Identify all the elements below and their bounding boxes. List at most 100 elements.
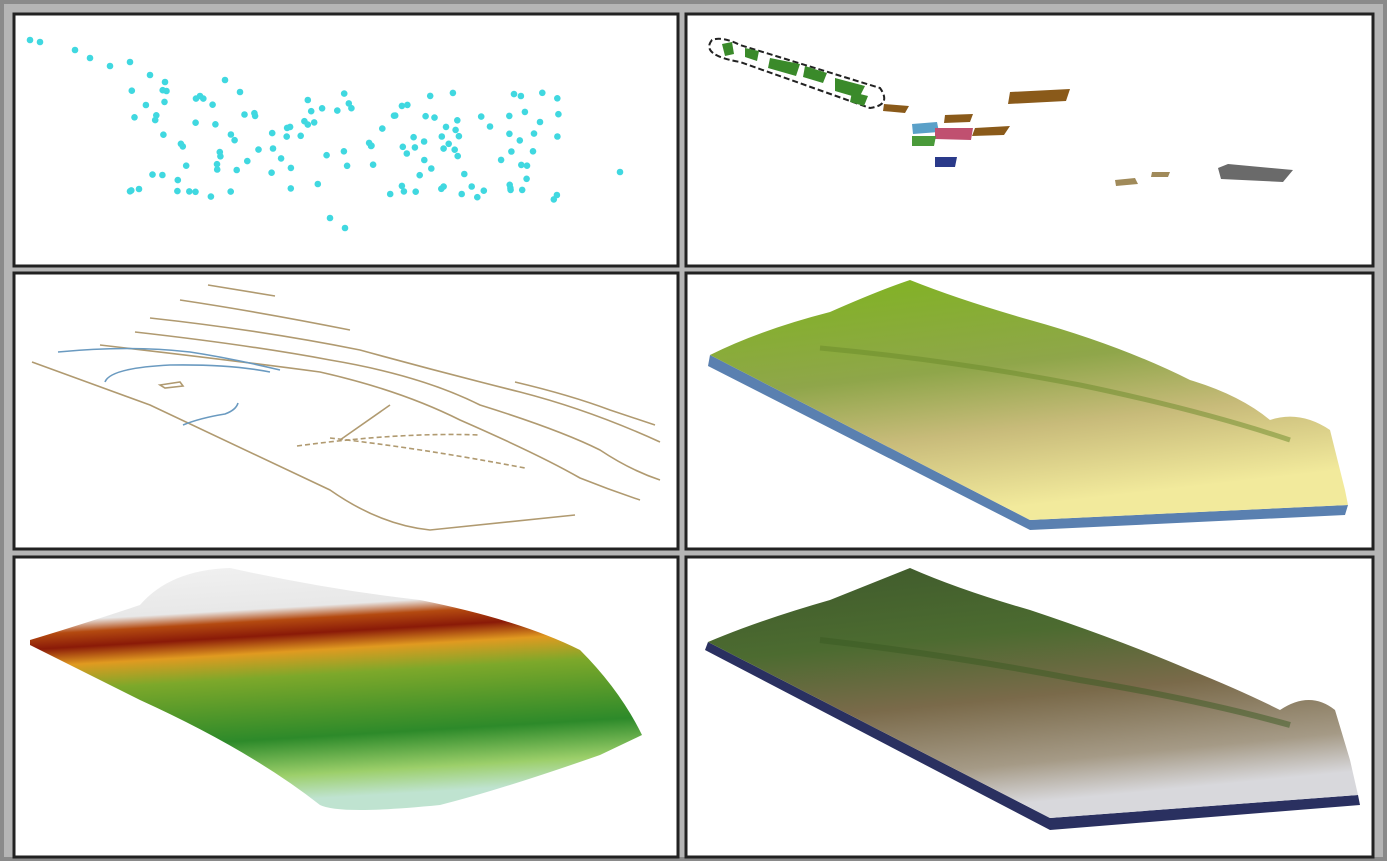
point — [458, 190, 466, 198]
point — [521, 108, 529, 116]
point — [131, 114, 138, 121]
point — [269, 145, 277, 152]
point — [412, 188, 420, 195]
point — [398, 182, 406, 190]
point — [554, 95, 561, 102]
point — [345, 100, 353, 107]
point — [555, 110, 562, 118]
point — [323, 151, 330, 159]
point — [536, 118, 544, 126]
point — [128, 187, 135, 194]
polygon — [722, 42, 868, 106]
point — [518, 186, 526, 194]
point — [506, 181, 513, 189]
point — [227, 188, 234, 195]
streams — [57, 347, 281, 426]
point — [480, 187, 488, 194]
point — [36, 38, 44, 46]
point — [304, 96, 312, 104]
point — [283, 124, 291, 132]
point — [391, 112, 399, 119]
point — [207, 193, 215, 200]
point — [310, 119, 318, 126]
point — [539, 89, 546, 97]
point — [135, 185, 143, 193]
point — [343, 162, 351, 170]
point — [341, 224, 349, 232]
point — [506, 130, 513, 138]
point — [268, 129, 276, 137]
point — [474, 193, 481, 201]
point — [200, 95, 207, 102]
point — [554, 133, 561, 140]
point — [277, 155, 285, 162]
point — [233, 166, 240, 174]
point — [221, 76, 229, 84]
point — [307, 107, 315, 115]
point — [422, 112, 429, 120]
point — [431, 114, 438, 121]
survey-points — [26, 36, 624, 232]
point — [251, 112, 259, 120]
point — [523, 175, 530, 183]
panel — [684, 12, 1375, 268]
point — [420, 138, 428, 145]
point — [192, 188, 199, 196]
terrain-dem — [30, 568, 642, 810]
point — [404, 101, 411, 109]
point — [440, 145, 447, 152]
point — [486, 123, 494, 130]
point — [86, 54, 94, 62]
point — [449, 89, 457, 97]
point — [192, 95, 200, 102]
point — [340, 148, 348, 155]
polygon — [935, 128, 973, 140]
point — [410, 133, 417, 141]
point — [506, 112, 513, 120]
point — [403, 150, 411, 157]
polygons — [708, 37, 1293, 186]
point — [297, 132, 305, 140]
point — [314, 180, 322, 188]
point — [213, 160, 221, 168]
polygon — [1218, 164, 1293, 182]
polygon — [883, 89, 1070, 136]
point — [153, 112, 160, 119]
point — [400, 188, 408, 195]
point — [416, 171, 424, 179]
point — [212, 121, 219, 128]
point — [161, 98, 168, 106]
point — [318, 105, 326, 112]
point — [468, 183, 476, 190]
point — [217, 153, 224, 160]
terrain-green — [708, 280, 1348, 530]
point — [149, 171, 156, 178]
point — [161, 78, 169, 86]
point — [182, 162, 190, 169]
point — [507, 186, 514, 194]
polygon — [935, 157, 957, 167]
point — [126, 58, 134, 66]
point — [510, 90, 518, 98]
point — [516, 137, 524, 144]
point — [146, 71, 154, 79]
point — [326, 214, 334, 222]
panel — [12, 271, 680, 551]
point — [106, 62, 114, 70]
point — [518, 161, 525, 169]
polygon — [912, 122, 939, 134]
point — [334, 107, 341, 114]
point — [386, 190, 394, 198]
point — [231, 136, 238, 144]
point — [26, 36, 34, 44]
point — [411, 144, 419, 151]
point — [454, 152, 462, 160]
point — [71, 46, 79, 54]
point — [451, 146, 459, 153]
point — [442, 123, 450, 131]
point — [227, 131, 235, 138]
outline — [708, 37, 886, 110]
point — [421, 156, 428, 164]
